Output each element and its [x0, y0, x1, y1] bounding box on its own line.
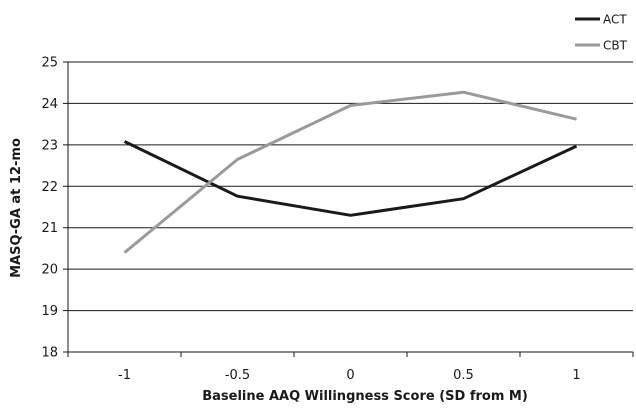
legend-label-act: ACT: [603, 13, 627, 27]
x-tick-label: -0.5: [225, 368, 250, 383]
y-tick-label: 25: [41, 56, 58, 71]
gridlines: [68, 61, 633, 312]
axes: [63, 61, 634, 357]
x-tick-label: 0: [346, 368, 354, 383]
legend-label-cbt: CBT: [603, 39, 628, 53]
x-tick-label: -1: [118, 368, 131, 383]
y-tick-label: 23: [41, 138, 58, 153]
x-tick-label: 0.5: [453, 368, 474, 383]
y-tick-labels: 18 19 20 21 22 23 24 25: [41, 56, 58, 361]
series-line-act: [123, 140, 578, 217]
x-tick-label: 1: [572, 368, 580, 383]
y-tick-label: 20: [41, 263, 58, 278]
y-tick-label: 21: [41, 221, 58, 236]
x-tick-labels: -1 -0.5 0 0.5 1: [118, 368, 581, 383]
x-axis-label: Baseline AAQ Willingness Score (SD from …: [202, 389, 528, 404]
y-tick-label: 24: [41, 97, 58, 112]
series-lines: [123, 90, 578, 254]
y-tick-label: 22: [41, 180, 58, 195]
y-tick-label: 19: [41, 304, 58, 319]
y-axis-label: MASQ-GA at 12-mo: [9, 138, 24, 278]
series-line-cbt: [123, 90, 577, 254]
y-tick-label: 18: [41, 346, 58, 361]
legend: ACT CBT: [575, 13, 628, 53]
